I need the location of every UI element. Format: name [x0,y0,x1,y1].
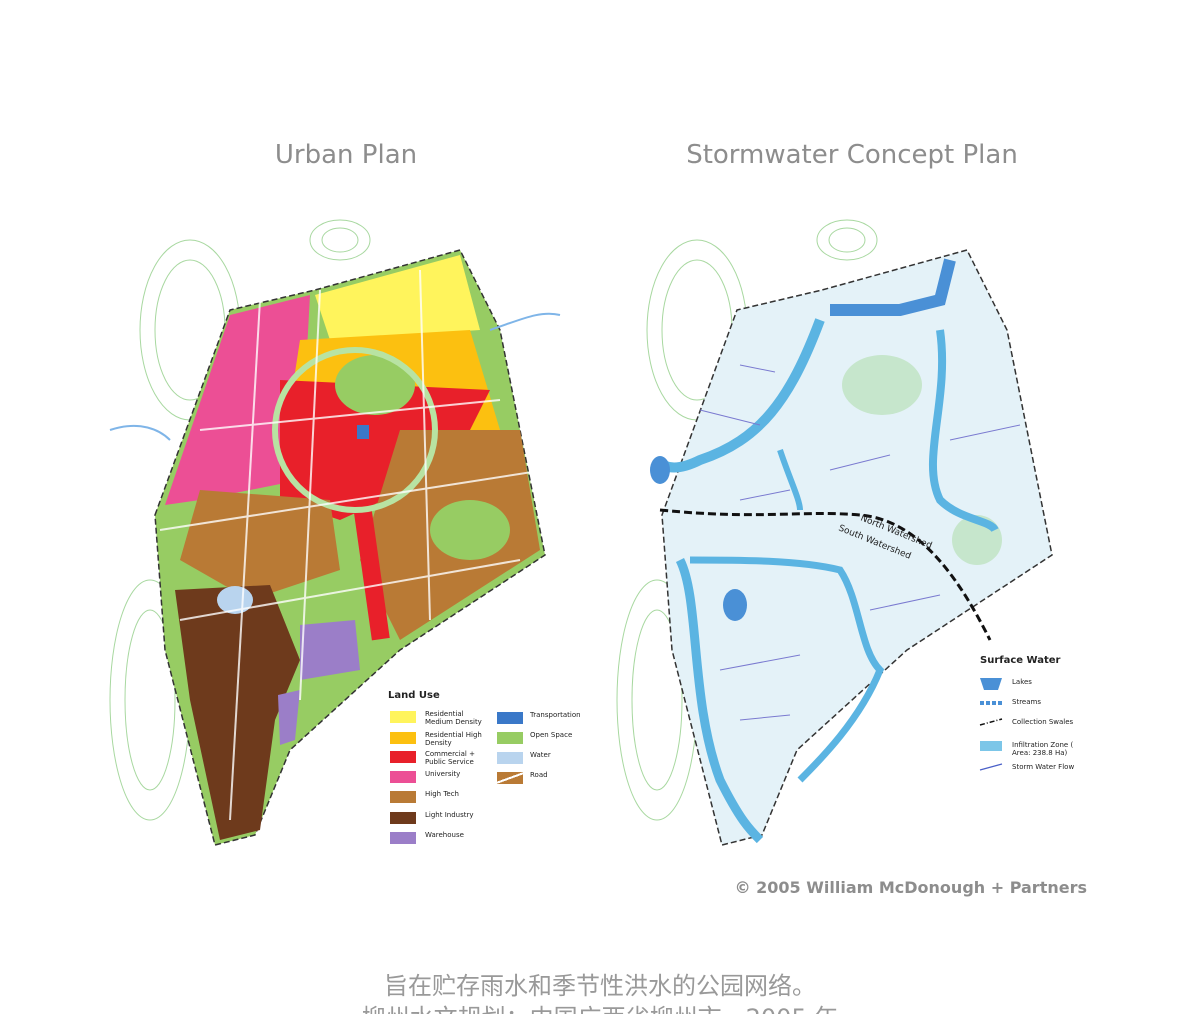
legend-label: Residential Medium Density [425,710,482,726]
legend-label: Light Industry [425,811,474,819]
map-title: Stormwater Concept Plan [686,140,1018,170]
legend-label: Warehouse [425,831,464,839]
legend-label: Residential High Density [425,731,482,747]
legend-label: Storm Water Flow [1012,763,1075,771]
flow-arrows [699,364,1021,721]
legend-swatch [497,772,523,784]
legend-swatch [390,791,416,803]
legend-title: Land Use [388,690,440,701]
legend-label: University [425,770,461,778]
map-title: Urban Plan [274,140,418,170]
urban-plan-map [109,249,561,846]
legend-label: Transportation [530,711,581,719]
legend-swatch [497,712,523,724]
legend-swatch [390,711,416,723]
surface-water-swatches [979,678,1003,771]
legend-title: Surface Water [980,655,1061,666]
legend-label: High Tech [425,790,459,798]
legend-label: Water [530,751,551,759]
legend-swatch [497,752,523,764]
legend-label: Collection Swales [1012,718,1074,726]
legend-label: Infiltration Zone ( Area: 238.8 Ha) [1012,741,1074,757]
legend-swatch [390,771,416,783]
legend-swatch [390,751,416,763]
stormwater-map: North Watershed South Watershed [650,249,1053,846]
legend-label: Streams [1012,698,1041,706]
legend-swatch [390,732,416,744]
legend-label: Road [530,771,548,779]
legend-label: Commercial + Public Service [425,750,475,766]
caption: 旨在贮存雨水和季节性洪水的公园网络。 [384,972,816,1000]
legend-swatch [390,812,416,824]
legend-label: Lakes [1012,678,1032,686]
credit: © 2005 William McDonough + Partners [734,878,1087,897]
legend-label: Open Space [530,731,573,739]
legend-swatch [497,732,523,744]
caption: 柳州水文规划：中国广西省柳州市，2005 年 [0,998,1200,1014]
legend-swatch [390,832,416,844]
